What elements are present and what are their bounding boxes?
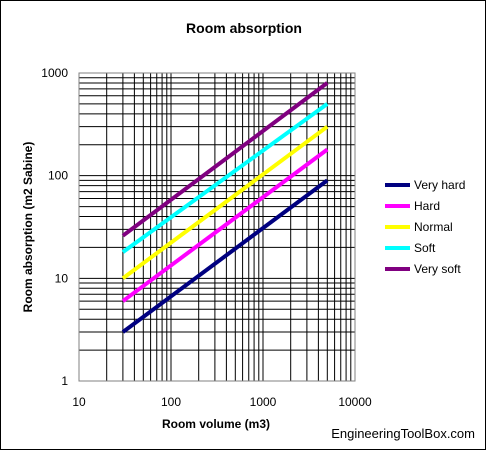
- y-tick-label: 1000: [41, 66, 68, 80]
- legend: Very hard Hard Normal Soft Very soft: [385, 178, 465, 276]
- series-line: [121, 102, 329, 254]
- series-line: [121, 81, 329, 238]
- series-group: [121, 81, 329, 334]
- y-tick-label: 1: [61, 374, 68, 388]
- x-tick-label: 100: [161, 395, 181, 409]
- tick-labels: 10 100 1000 10000 1 10 100 1000: [41, 66, 372, 409]
- legend-label: Very soft: [414, 262, 461, 276]
- y-axis-label: Room absorption (m2 Sabine): [21, 142, 35, 313]
- chart-title: Room absorption: [186, 20, 302, 36]
- legend-label: Very hard: [414, 178, 465, 192]
- y-tick-label: 10: [55, 271, 69, 285]
- x-tick-label: 1000: [250, 395, 277, 409]
- legend-label: Soft: [414, 241, 436, 255]
- series-line: [121, 178, 329, 334]
- legend-label: Hard: [414, 199, 440, 213]
- credit-text: EngineeringToolBox.com: [331, 426, 475, 441]
- series-line: [121, 147, 329, 303]
- legend-label: Normal: [414, 220, 453, 234]
- x-tick-label: 10000: [338, 395, 372, 409]
- plot-area: [78, 72, 356, 382]
- x-axis-label: Room volume (m3): [162, 417, 270, 431]
- y-tick-label: 100: [48, 169, 68, 183]
- x-tick-label: 10: [72, 395, 86, 409]
- series-line: [121, 125, 329, 280]
- grid: [78, 72, 356, 382]
